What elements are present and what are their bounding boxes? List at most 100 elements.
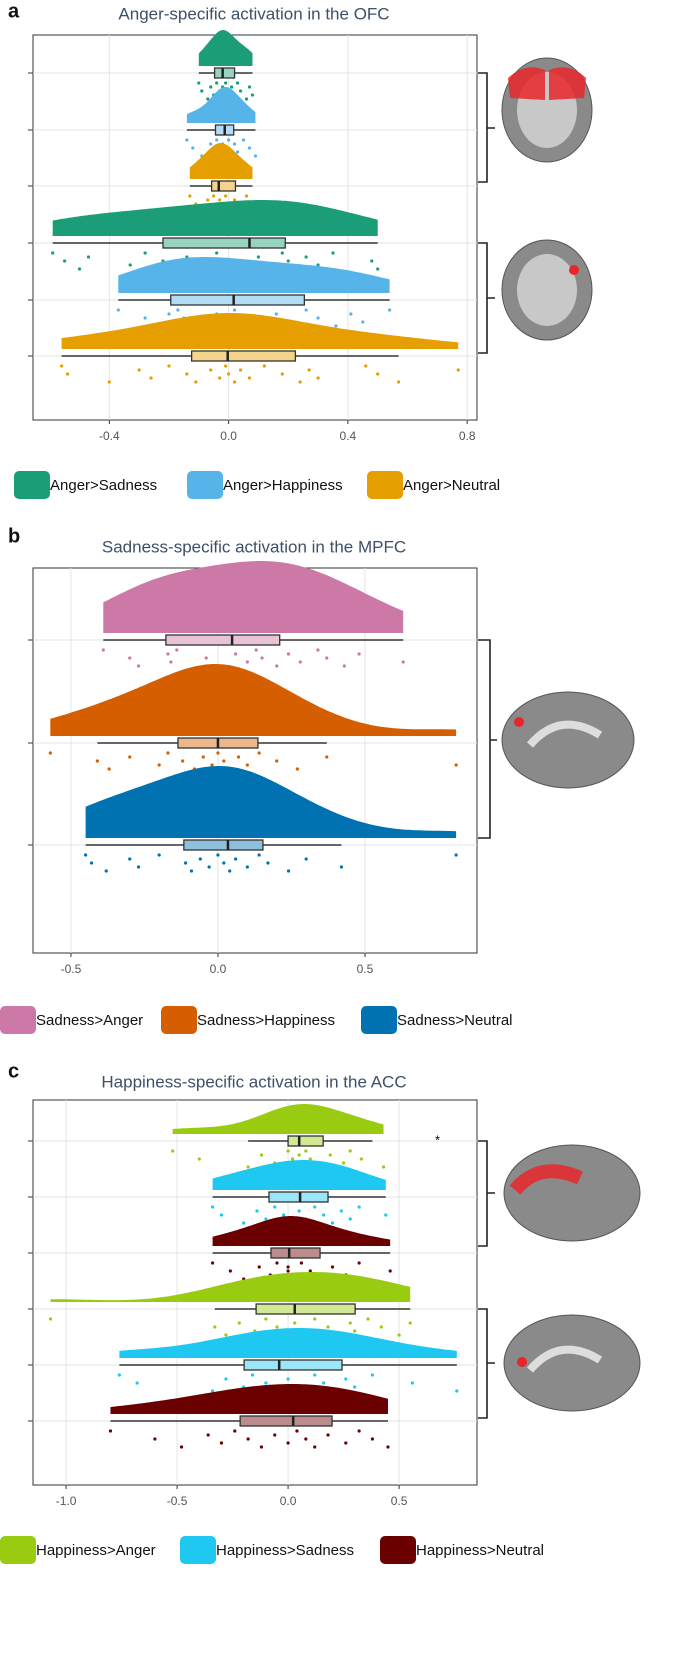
legend-label: Happiness>Sadness (216, 1542, 354, 1559)
point (51, 251, 55, 255)
point (185, 138, 189, 142)
box (270, 1247, 321, 1259)
point (397, 1333, 401, 1337)
bracket (478, 1140, 495, 1247)
point (206, 198, 210, 202)
point (224, 1333, 228, 1337)
box (183, 839, 264, 851)
point (198, 857, 202, 861)
point (349, 312, 353, 316)
point (60, 364, 64, 368)
point (206, 97, 210, 101)
legend-label: Happiness>Neutral (416, 1542, 544, 1559)
point (191, 146, 195, 150)
point (197, 1157, 201, 1161)
point (321, 1381, 326, 1385)
point (330, 1265, 335, 1269)
legend-label: Sadness>Happiness (197, 1012, 335, 1029)
point (171, 1149, 175, 1153)
point (262, 364, 266, 368)
legend-label: Sadness>Anger (36, 1012, 143, 1029)
density (189, 143, 253, 179)
point (455, 1389, 459, 1393)
legend-swatch (0, 1536, 36, 1564)
point (295, 1429, 299, 1433)
point (304, 1149, 308, 1153)
point (275, 759, 279, 763)
point (304, 857, 308, 861)
point (232, 380, 237, 384)
x-tick-label: 0.5 (391, 1494, 408, 1508)
point (232, 308, 237, 312)
point (282, 1213, 286, 1217)
legend-swatch (0, 1006, 36, 1034)
point (257, 1265, 261, 1269)
point (326, 1433, 330, 1437)
point (304, 255, 308, 259)
point (280, 372, 284, 376)
point (247, 376, 252, 380)
point (189, 869, 194, 873)
point (299, 1261, 303, 1265)
point (264, 1217, 268, 1221)
box (162, 237, 286, 249)
point (233, 652, 238, 656)
point (273, 1205, 277, 1209)
point (65, 372, 70, 376)
point (339, 1209, 343, 1213)
point (357, 1261, 361, 1265)
point (408, 1321, 412, 1325)
box (165, 634, 281, 646)
point (238, 368, 243, 372)
chart-title: Happiness-specific activation in the ACC (101, 1072, 406, 1091)
point (181, 759, 185, 763)
legend-swatch (161, 1006, 197, 1034)
point (224, 364, 228, 368)
point (256, 255, 261, 259)
point (250, 1373, 255, 1377)
point (316, 316, 320, 320)
brain (501, 57, 641, 1412)
density (118, 257, 390, 293)
point (376, 372, 380, 376)
legend-label: Anger>Sadness (50, 477, 157, 494)
box (243, 1359, 343, 1371)
point (286, 652, 291, 656)
box (287, 1135, 324, 1147)
point (209, 85, 213, 89)
point (117, 1373, 121, 1377)
point (136, 664, 141, 668)
point (370, 1437, 375, 1441)
legend-swatch (187, 471, 223, 499)
point (344, 1377, 348, 1381)
point (194, 380, 198, 384)
point (136, 865, 141, 869)
box (190, 350, 297, 362)
point (86, 255, 91, 259)
point (275, 1261, 279, 1265)
point (157, 853, 161, 857)
point (325, 755, 329, 759)
point (293, 1321, 297, 1325)
x-tick-label: 0.0 (220, 429, 237, 443)
point (286, 1441, 290, 1445)
density (172, 1104, 384, 1134)
point (228, 869, 232, 873)
point (222, 861, 226, 865)
point (313, 1317, 317, 1321)
bracket (478, 639, 497, 839)
point (166, 652, 170, 656)
point (366, 1317, 370, 1321)
point (410, 1381, 414, 1385)
point (245, 660, 249, 664)
point (200, 89, 204, 93)
point (254, 648, 258, 652)
point (229, 85, 234, 89)
point (244, 194, 249, 198)
point (264, 1381, 268, 1385)
point (153, 1437, 157, 1441)
x-tick-label: -0.5 (61, 962, 82, 976)
legend-swatch (380, 1536, 416, 1564)
point (297, 1153, 301, 1157)
point (388, 1269, 392, 1273)
